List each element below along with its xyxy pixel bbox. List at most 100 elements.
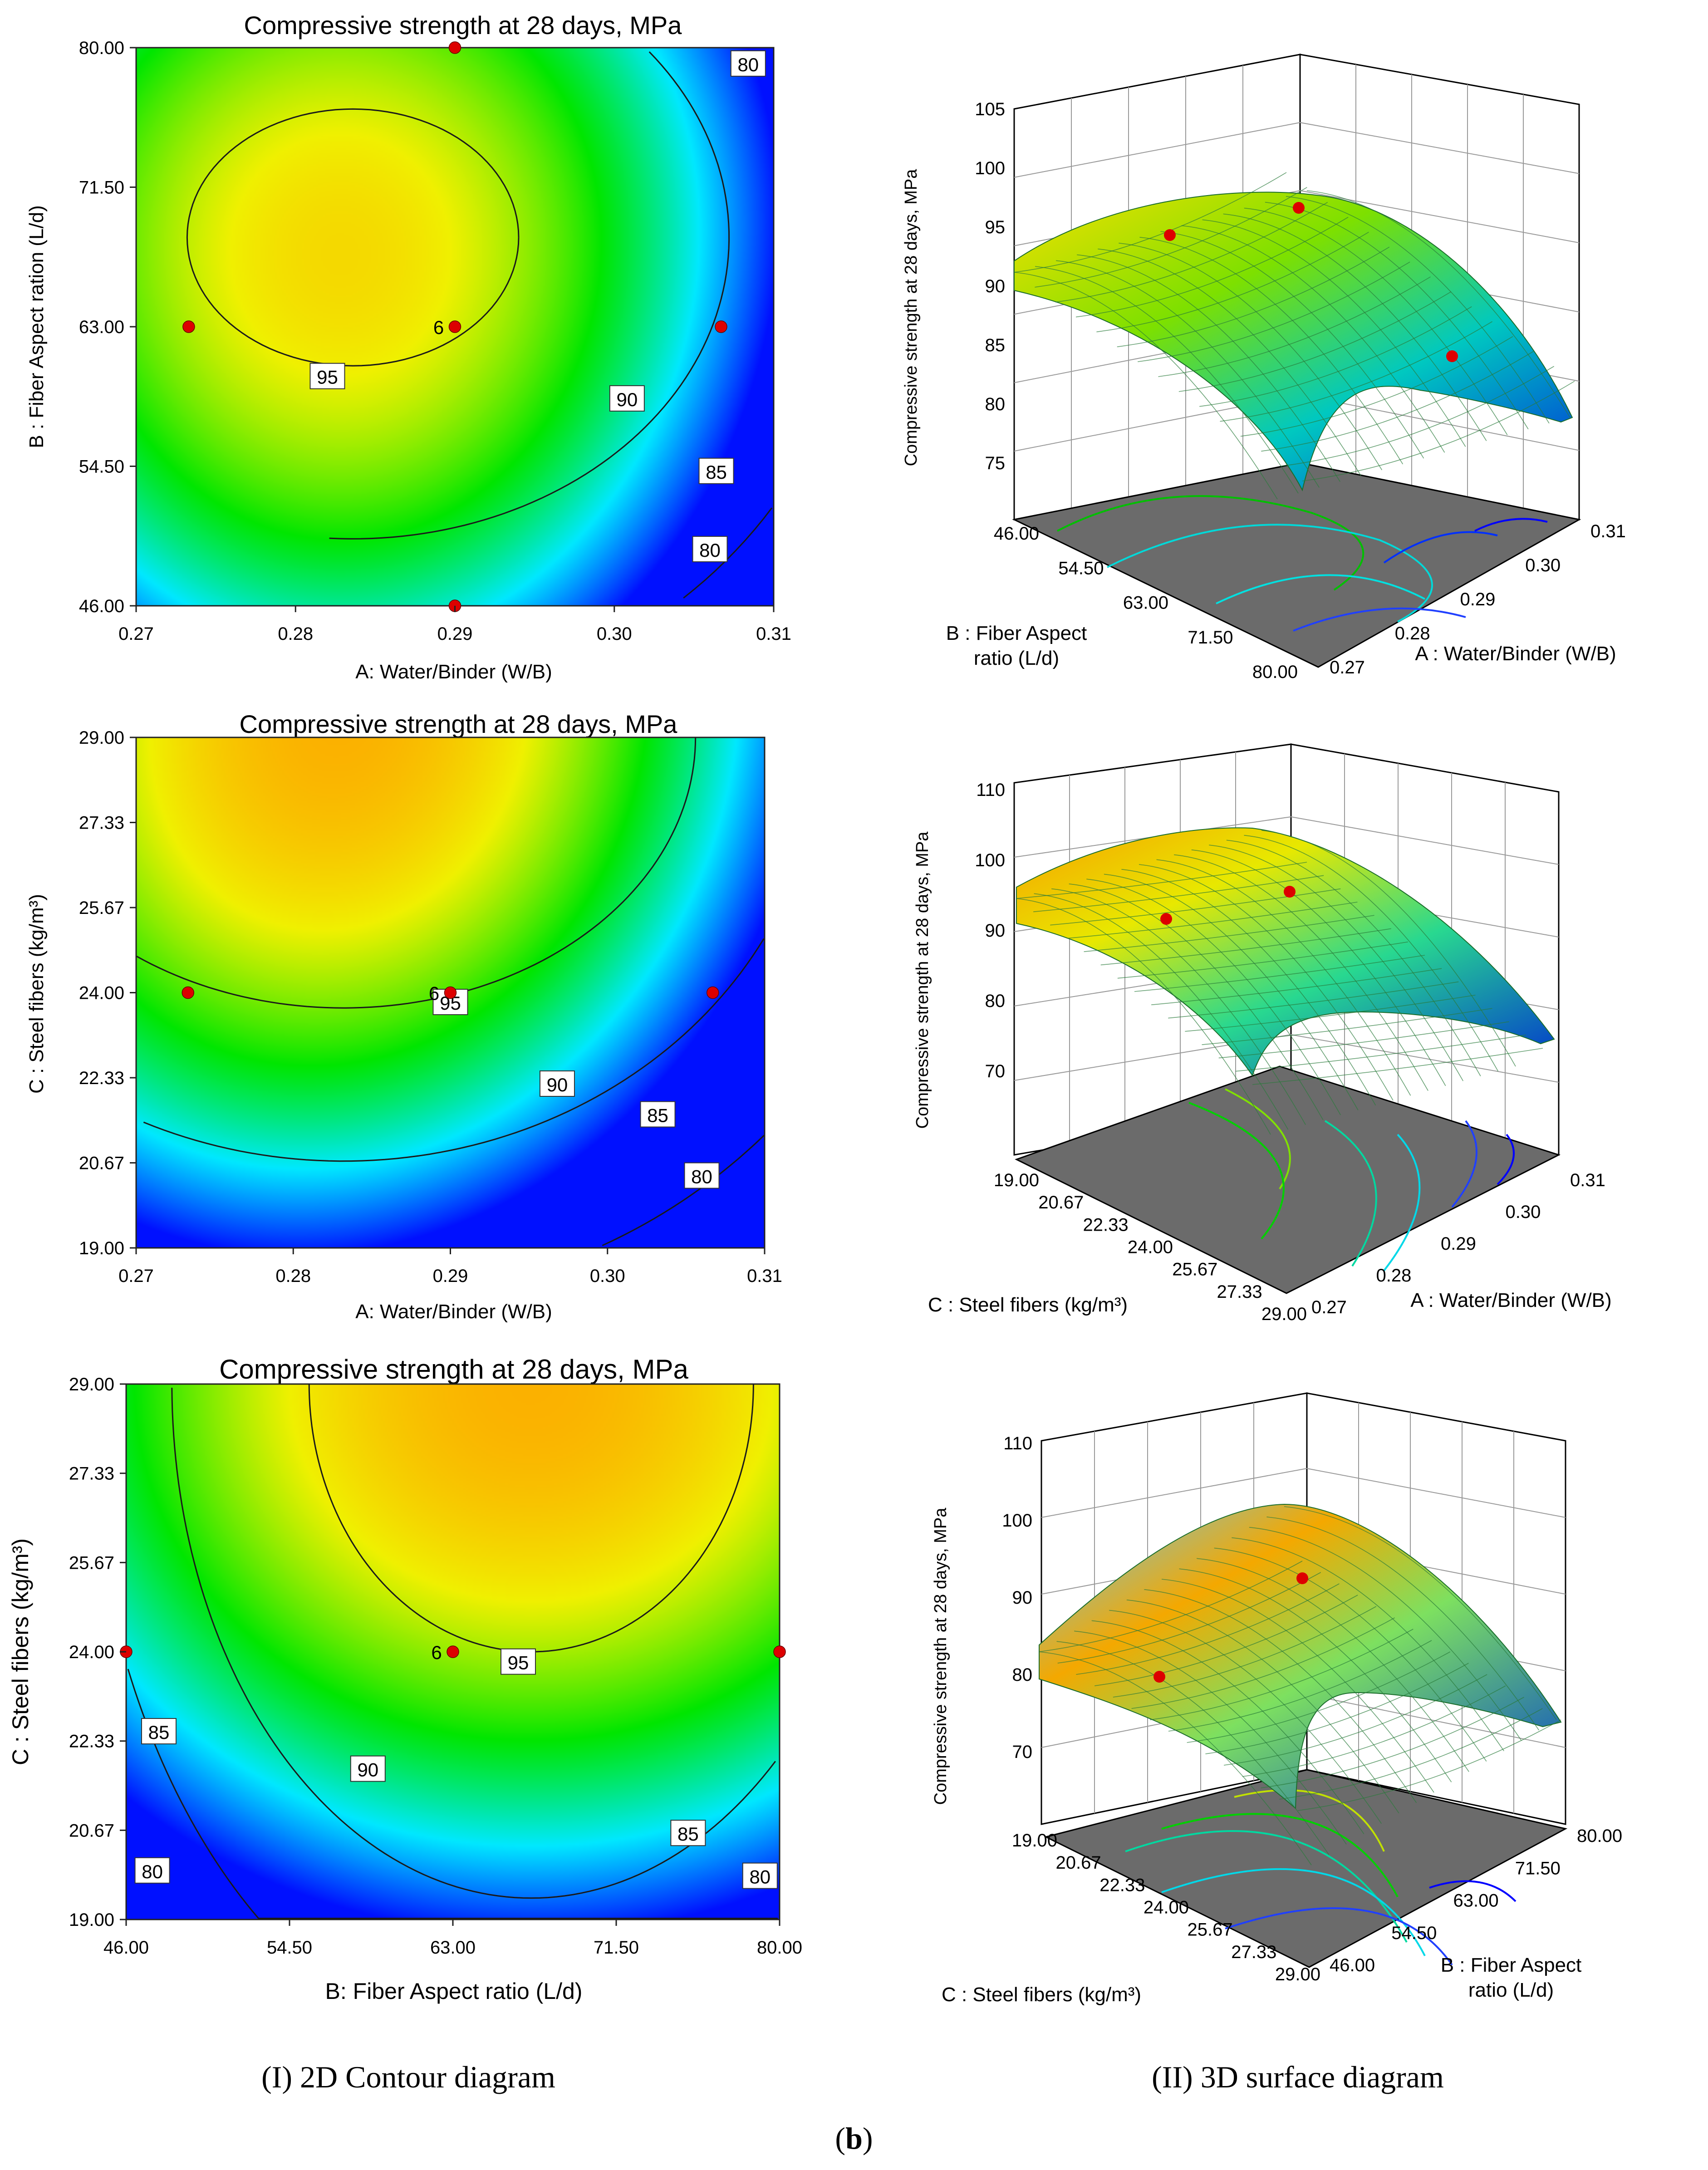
x-tick-label: 0.28 [278,624,313,644]
contour-line [329,51,730,540]
mesh-line [1220,321,1492,422]
mesh-line [1075,216,1349,318]
contour-level-box [670,1820,706,1846]
y-tick-label: 20.67 [1038,1193,1084,1213]
floor-contour-line [1429,1880,1517,1902]
y-tick-label: 27.33 [1231,1942,1276,1962]
mesh-line [1139,864,1394,1101]
x-tick-label: 0.27 [118,624,154,644]
z-tick-label: 100 [1002,1511,1032,1531]
x-tick-label: 46.00 [1330,1955,1375,1975]
mesh-line [1160,231,1424,459]
x-tick-label: 0.29 [1460,589,1496,609]
wall-grid-line [1300,394,1580,451]
y-tick-label: 29.00 [79,728,124,748]
mesh-line [1214,1547,1487,1762]
surface-bc-design-point [1296,1572,1308,1584]
x-tick-label: 63.00 [430,1938,476,1958]
mesh-line [1034,893,1289,1130]
mesh-line [1279,1708,1543,1800]
mesh-line [1158,276,1431,377]
mesh-line [1205,1663,1469,1754]
mesh-line [1226,840,1481,1076]
mesh-line [1076,1583,1340,1675]
contour-level-box [350,1755,386,1782]
mesh-line [1223,213,1487,441]
z-tick-label: 90 [985,921,1006,941]
surface-ab-design-point [1446,350,1458,362]
x-tick-label: 54.50 [1391,1923,1437,1943]
contour-bc-title: Compressive strength at 28 days, MPa [219,1354,688,1384]
y-tick-label: 22.33 [1099,1875,1145,1895]
mesh-line [1150,1629,1414,1720]
center-replicates-count: 6 [433,317,444,338]
mesh-line [1094,1595,1358,1686]
y-tick-label: 24.00 [1128,1237,1173,1257]
y-tick-label: 24.00 [79,983,124,1003]
contour-level-label: 90 [547,1074,568,1095]
contour-ac-ylabel: C : Steel fibers (kg/m³) [25,894,48,1094]
mesh-line [1050,888,1341,926]
mesh-line [1232,1537,1504,1752]
mesh-line [1181,225,1445,453]
y-tick-label: 22.33 [79,1068,124,1088]
x-tick-label: 0.31 [747,1266,782,1286]
contour-level-box [640,1101,676,1128]
mesh-line [1086,879,1341,1115]
mesh-line [1069,884,1324,1120]
surface-ac-design-point [1284,886,1296,898]
y-tick-label: 25.67 [1188,1920,1233,1940]
surface-bc-floor-contours [1125,1789,1517,1966]
surface-ac-xlabel: A : Water/Binder (W/B) [1410,1289,1611,1311]
y-tick-label: 27.33 [1217,1282,1262,1302]
contour-ab-lines: 80 85 90 95 80 [186,50,773,599]
y-tick-label: 80.00 [79,38,124,58]
surface-ab-ylabel-line1: B : Fiber Aspect [946,622,1087,644]
y-tick-label: 20.67 [69,1821,114,1841]
contour-line [136,737,697,1009]
mesh-line [1051,888,1306,1125]
surface-ab-zlabel: Compressive strength at 28 days, MPa [902,169,921,466]
surface-ac-ylabel: C : Steel fibers (kg/m³) [928,1294,1128,1316]
design-point [715,320,727,333]
floor-contour-line [1125,1830,1408,1943]
mesh-line [1057,1572,1321,1664]
mesh-line [1156,859,1411,1096]
y-tick-label: 20.67 [79,1154,124,1173]
floor-contour-line [1107,524,1433,623]
surface-ac-zlabel: Compressive strength at 28 days, MPa [913,831,932,1129]
z-tick-label: 70 [1012,1742,1033,1762]
wall-grid-line [1014,122,1301,178]
panel-label-open: ( [835,2121,845,2155]
mesh-line [1119,242,1383,471]
mesh-line [1134,955,1425,992]
mesh-line [1191,849,1446,1086]
x-tick-label: 80.00 [757,1938,802,1958]
mesh-line [1100,928,1391,966]
surface-ac-mesh [1016,827,1555,1077]
contour-level-box [141,1718,177,1744]
contour-level-label: 95 [508,1652,529,1674]
y-tick-label: 25.67 [69,1553,114,1573]
x-tick-label: 63.00 [1453,1891,1499,1911]
floor-contour-line [1225,1088,1291,1190]
right-caption: (II) 3D surface diagram [1152,2060,1444,2094]
contour-level-box [684,1162,720,1189]
mesh-line [1067,902,1358,939]
y-tick-label: 24.00 [69,1642,114,1662]
surface-ab-floor-contours [1057,495,1548,632]
mesh-line [1138,261,1410,362]
mesh-line [1139,237,1404,465]
mesh-line [1178,291,1452,392]
surface-bc-xlabel-line2: ratio (L/d) [1468,1979,1554,2001]
mesh-line [1199,306,1472,407]
surface-ac-floor [1015,1065,1561,1294]
contour-level-box [609,385,645,412]
surface-ab-floor [1012,462,1581,668]
z-tick-label: 80 [985,394,1006,414]
y-tick-label: 19.00 [69,1910,114,1930]
mesh-line [1104,874,1359,1110]
y-tick-label: 46.00 [994,524,1039,544]
mesh-line [1252,1048,1543,1085]
